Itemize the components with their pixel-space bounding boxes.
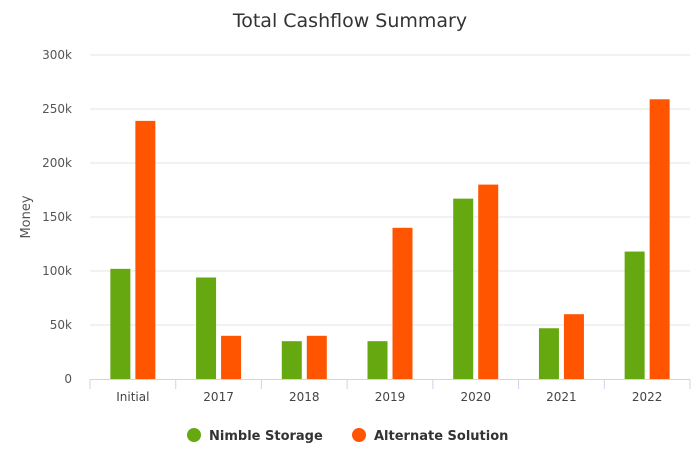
bar[interactable]	[367, 341, 388, 379]
bar[interactable]	[392, 227, 413, 379]
x-tick-label: 2022	[632, 390, 663, 404]
x-tick-label: 2019	[375, 390, 406, 404]
legend-marker[interactable]	[187, 428, 201, 442]
bar[interactable]	[624, 251, 645, 379]
legend-item-label[interactable]: Alternate Solution	[374, 429, 508, 444]
x-tick-label: 2018	[289, 390, 320, 404]
legend-marker[interactable]	[352, 428, 366, 442]
x-axis: Initial 2017 2018 2019 2020 2021 2022	[89, 379, 691, 404]
legend-item-label[interactable]: Nimble Storage	[209, 429, 323, 444]
y-axis-label: Money	[19, 195, 34, 238]
x-tick-label: 2020	[460, 390, 491, 404]
y-tick-label: 0	[64, 372, 72, 386]
legend: Nimble Storage Alternate Solution	[187, 428, 508, 444]
bar[interactable]	[135, 120, 156, 379]
bar[interactable]	[649, 99, 670, 379]
y-tick-label: 250k	[42, 102, 72, 116]
y-tick-label: 150k	[42, 210, 72, 224]
bar[interactable]	[221, 335, 242, 379]
y-tick-label: 300k	[42, 48, 72, 62]
bar[interactable]	[110, 268, 131, 379]
y-tick-label: 50k	[50, 318, 72, 332]
bar[interactable]	[196, 277, 217, 379]
y-axis-ticks: 0 50k 100k 150k 200k 250k 300k	[42, 48, 72, 386]
bar[interactable]	[306, 335, 327, 379]
x-tick-label: Initial	[116, 390, 149, 404]
y-tick-label: 200k	[42, 156, 72, 170]
chart-title: Total Cashflow Summary	[232, 10, 467, 32]
bar[interactable]	[281, 341, 302, 379]
bar[interactable]	[538, 328, 559, 379]
bar[interactable]	[563, 314, 584, 379]
y-tick-label: 100k	[42, 264, 72, 278]
bar[interactable]	[453, 198, 474, 379]
grid-layer	[90, 54, 690, 326]
x-tick-label: 2021	[546, 390, 577, 404]
bar[interactable]	[478, 184, 499, 379]
x-tick-label: 2017	[203, 390, 234, 404]
bars-layer	[110, 99, 670, 379]
